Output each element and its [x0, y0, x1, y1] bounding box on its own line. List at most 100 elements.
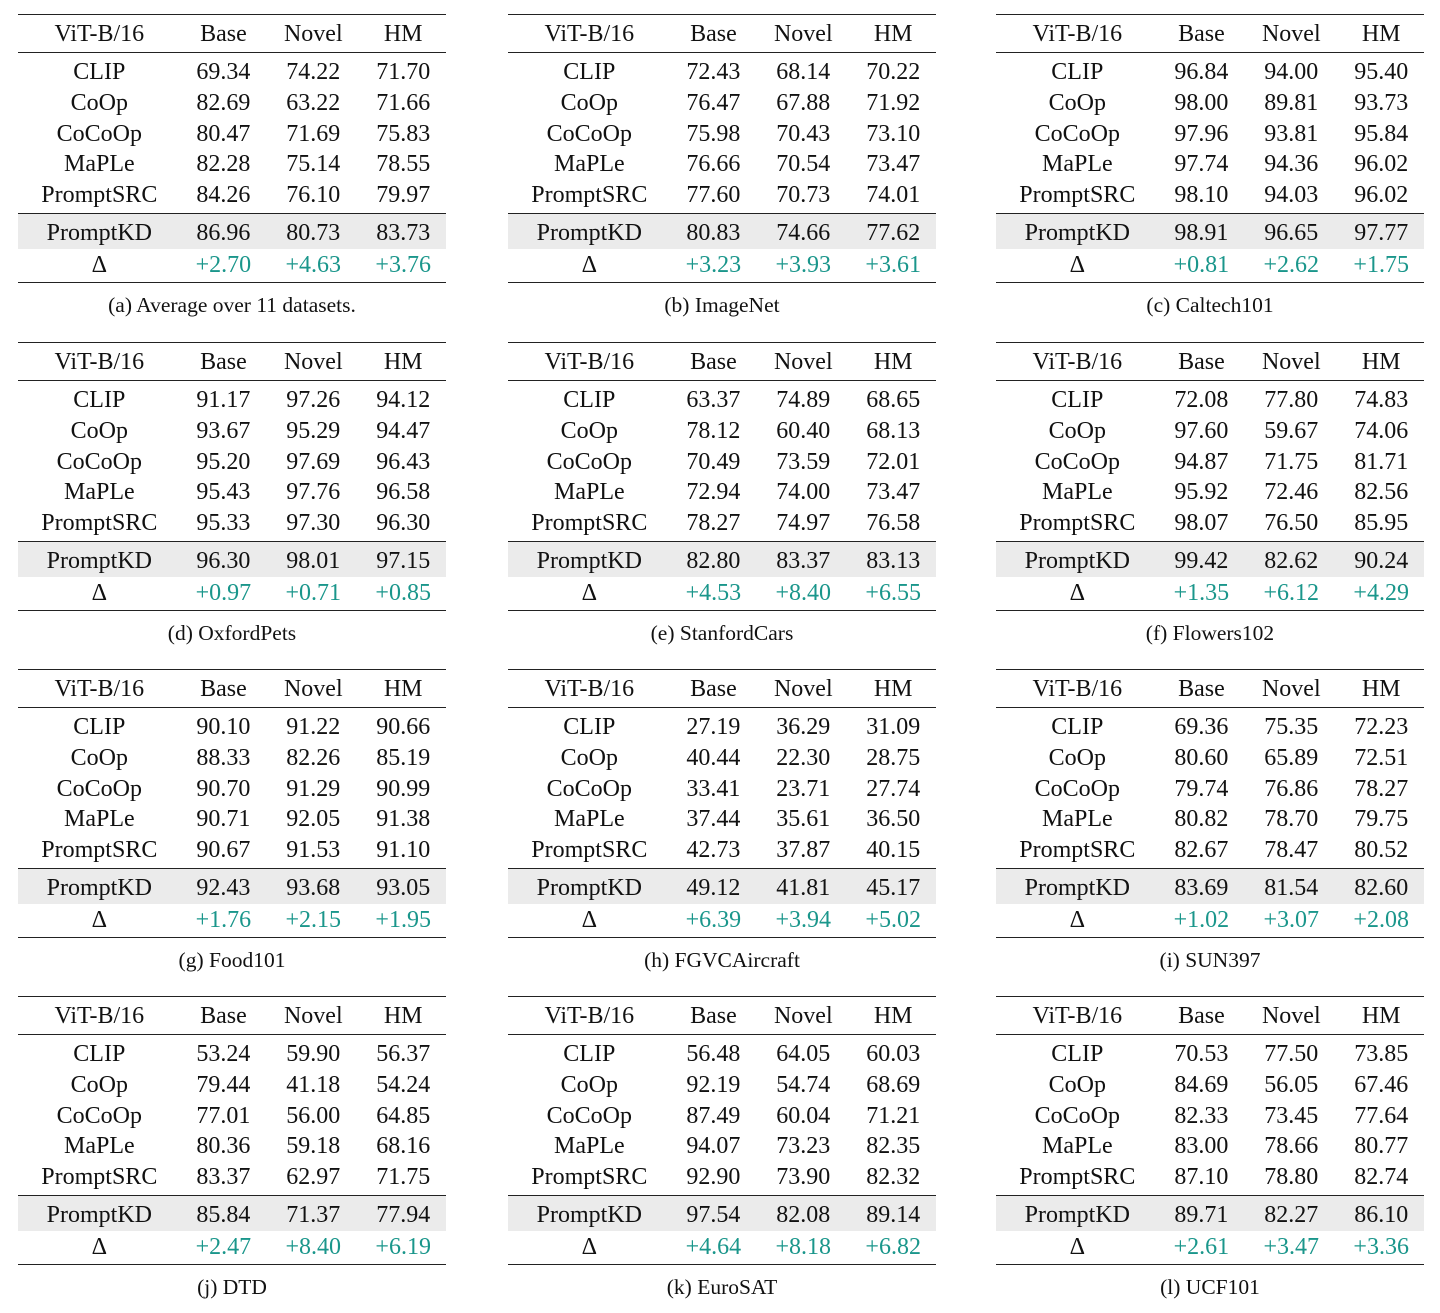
table-cell: 80.52	[1354, 836, 1409, 863]
table-panel: ViT-B/16 Base Novel HM CLIP 72.08 77.80 74.83 Co…	[996, 342, 1424, 646]
table-cell: 82.08	[756, 1194, 851, 1232]
table-cell: 96.30	[376, 509, 431, 536]
table-cell: 73.59	[776, 448, 831, 475]
delta-label: Δ	[18, 577, 181, 611]
table-cell: 80.47	[196, 120, 251, 147]
table-cell: 77.80	[1264, 387, 1319, 414]
table-cell: 75.83	[376, 120, 431, 147]
table-cell: 93.67	[196, 418, 251, 445]
table-caption: (j) DTD	[197, 1274, 267, 1299]
table-cell: 72.08	[1174, 387, 1229, 414]
table-row: PromptSRC 95.33 97.30 96.30	[18, 508, 446, 541]
table-row: MaPLe 80.82 78.70 79.75	[996, 805, 1424, 836]
delta-row: Δ +0.97 +0.71 +0.85	[18, 577, 446, 611]
table-cell: 96.58	[376, 479, 431, 506]
table-cell: 94.07	[686, 1133, 741, 1160]
gain-cell: +2.08	[1338, 904, 1424, 938]
table-cell: 96.43	[376, 448, 431, 475]
table-cell: 77.50	[1264, 1041, 1319, 1068]
gain-cell: +0.97	[180, 577, 267, 611]
method-name: CoCoOp	[1034, 775, 1120, 802]
table-cell: 91.10	[376, 836, 431, 863]
table-row: MaPLe 97.74 94.36 96.02	[996, 150, 1424, 181]
table-cell: 92.90	[686, 1163, 741, 1190]
column-header: Novel	[1244, 342, 1339, 381]
column-header: HM	[360, 14, 446, 53]
results-table: ViT-B/16 Base Novel HM CLIP 72.43 68.14 70.22 Co…	[508, 14, 936, 283]
delta-row: Δ +4.53 +8.40 +6.55	[508, 577, 936, 611]
column-header: HM	[1338, 669, 1424, 708]
method-name: CoOp	[70, 418, 128, 445]
table-cell: 73.23	[776, 1133, 831, 1160]
promptkd-row: PromptKD 97.54 82.08 89.14	[508, 1194, 936, 1232]
method-name: MaPLe	[553, 1133, 625, 1160]
gain-cell: +3.47	[1244, 1231, 1339, 1265]
table-cell: 83.37	[756, 540, 851, 578]
table-cell: 91.38	[376, 806, 431, 833]
table-row: PromptSRC 98.07 76.50 85.95	[996, 508, 1424, 541]
table-cell: 68.13	[866, 418, 921, 445]
column-header: Base	[1158, 996, 1245, 1035]
table-cell: 36.50	[866, 806, 921, 833]
table-cell: 53.24	[196, 1041, 251, 1068]
table-cell: 77.60	[686, 181, 741, 208]
table-cell: 63.37	[686, 387, 741, 414]
table-cell: 95.20	[196, 448, 251, 475]
delta-label: Δ	[508, 904, 671, 938]
header-row: ViT-B/16 Base Novel HM	[18, 342, 446, 381]
table-caption: (f) Flowers102	[1145, 620, 1275, 645]
table-row: MaPLe 76.66 70.54 73.47	[508, 150, 936, 181]
table-cell: 97.26	[286, 387, 341, 414]
table-cell: 72.51	[1354, 745, 1409, 772]
table-cell: 94.87	[1174, 448, 1229, 475]
method-name: CoCoOp	[56, 1102, 142, 1129]
gain-cell: +2.70	[180, 249, 267, 283]
gain-cell: +6.55	[850, 577, 936, 611]
method-name: PromptKD	[996, 212, 1159, 250]
gain-cell: +8.40	[756, 577, 851, 611]
method-name: PromptSRC	[531, 1163, 648, 1190]
table-panel: ViT-B/16 Base Novel HM CLIP 56.48 64.05 60.03 Co…	[508, 996, 936, 1300]
table-cell: 28.75	[866, 745, 921, 772]
table-cell: 98.00	[1174, 90, 1229, 117]
results-table: ViT-B/16 Base Novel HM CLIP 69.36 75.35 72.23 Co…	[996, 669, 1424, 938]
table-cell: 36.29	[776, 714, 831, 741]
table-cell: 77.94	[360, 1194, 446, 1232]
table-cell: 71.66	[376, 90, 431, 117]
table-row: MaPLe 95.92 72.46 82.56	[996, 478, 1424, 509]
table-cell: 54.74	[776, 1072, 831, 1099]
method-name: CoOp	[70, 745, 128, 772]
method-name: PromptKD	[508, 540, 671, 578]
table-cell: 65.89	[1264, 745, 1319, 772]
table-cell: 72.94	[686, 479, 741, 506]
table-cell: 97.74	[1174, 151, 1229, 178]
table-row: CLIP 56.48 64.05 60.03	[508, 1035, 936, 1071]
header-row: ViT-B/16 Base Novel HM	[18, 669, 446, 708]
column-header: Novel	[1244, 14, 1339, 53]
header-row: ViT-B/16 Base Novel HM	[508, 669, 936, 708]
table-cell: 72.43	[686, 59, 741, 86]
results-table: ViT-B/16 Base Novel HM CLIP 72.08 77.80 74.83 Co…	[996, 342, 1424, 611]
table-cell: 85.84	[180, 1194, 267, 1232]
delta-row: Δ +4.64 +8.18 +6.82	[508, 1231, 936, 1265]
method-name: PromptKD	[508, 212, 671, 250]
header-row: ViT-B/16 Base Novel HM	[18, 996, 446, 1035]
gain-cell: +1.75	[1338, 249, 1424, 283]
gain-cell: +1.76	[180, 904, 267, 938]
table-cell: 82.74	[1354, 1163, 1409, 1190]
method-name: CoCoOp	[1034, 448, 1120, 475]
gain-cell: +1.35	[1158, 577, 1245, 611]
method-name: CoOp	[560, 745, 618, 772]
gain-cell: +3.23	[670, 249, 757, 283]
table-cell: 96.84	[1174, 59, 1229, 86]
delta-label: Δ	[18, 1231, 181, 1265]
method-name: MaPLe	[63, 151, 135, 178]
table-cell: 60.03	[866, 1041, 921, 1068]
table-row: CLIP 63.37 74.89 68.65	[508, 381, 936, 417]
table-cell: 73.10	[866, 120, 921, 147]
method-name: CoCoOp	[56, 775, 142, 802]
table-cell: 91.53	[286, 836, 341, 863]
table-row: MaPLe 83.00 78.66 80.77	[996, 1132, 1424, 1163]
table-caption: (b) ImageNet	[664, 292, 780, 317]
table-panel: ViT-B/16 Base Novel HM CLIP 96.84 94.00 95.40 Co…	[996, 14, 1424, 318]
